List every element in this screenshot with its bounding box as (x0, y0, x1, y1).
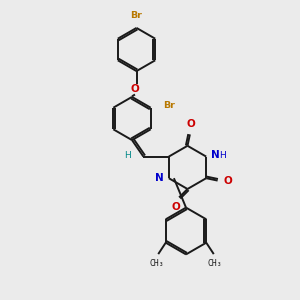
Text: H: H (124, 151, 131, 160)
Text: N: N (211, 150, 220, 160)
Text: O: O (186, 119, 195, 129)
Text: CH₃: CH₃ (208, 260, 223, 268)
Text: Br: Br (130, 11, 142, 20)
Text: CH₃: CH₃ (149, 260, 164, 268)
Text: O: O (171, 202, 180, 212)
Text: N: N (155, 173, 164, 183)
Text: H: H (219, 151, 226, 160)
Text: O: O (130, 84, 139, 94)
Text: O: O (223, 176, 232, 186)
Text: Br: Br (163, 101, 175, 110)
